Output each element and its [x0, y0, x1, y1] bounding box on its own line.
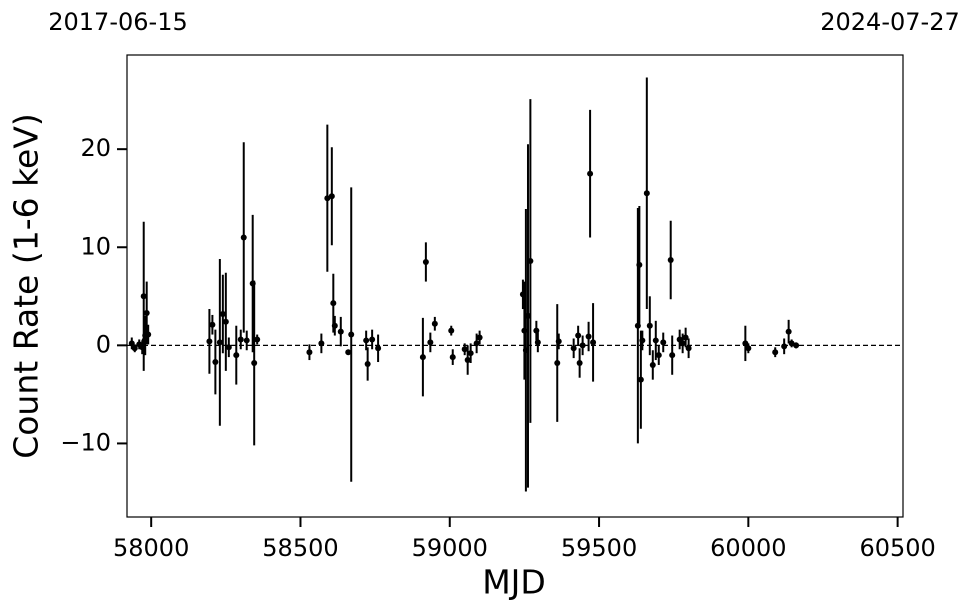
- data-point: [682, 334, 689, 341]
- y-tick-label: −10: [60, 428, 111, 456]
- data-point: [587, 170, 594, 177]
- data-point: [140, 293, 147, 300]
- x-tick-label: 60500: [859, 534, 935, 562]
- data-point: [679, 340, 686, 347]
- x-tick-label: 58500: [262, 534, 338, 562]
- x-tick-label: 60000: [710, 534, 786, 562]
- data-point: [555, 338, 562, 345]
- data-point: [216, 339, 223, 346]
- data-point: [585, 333, 592, 340]
- data-point: [254, 336, 261, 343]
- data-point: [464, 357, 471, 364]
- data-point: [337, 328, 344, 335]
- data-point: [685, 345, 692, 352]
- data-point: [209, 321, 216, 328]
- data-point: [206, 338, 213, 345]
- data-point: [669, 352, 676, 359]
- data-point: [781, 343, 788, 350]
- data-point: [222, 318, 229, 325]
- data-point: [331, 322, 338, 329]
- data-point: [667, 257, 674, 264]
- data-point: [785, 328, 792, 335]
- data-point: [233, 352, 240, 359]
- data-point: [369, 336, 376, 343]
- data-point: [363, 337, 370, 344]
- x-tick-label: 59000: [412, 534, 488, 562]
- data-point: [473, 340, 480, 347]
- top-left-label: 2017-06-15: [48, 8, 187, 36]
- x-tick-label: 58000: [113, 534, 189, 562]
- data-point: [742, 340, 749, 347]
- data-point: [639, 337, 646, 344]
- data-point: [652, 337, 659, 344]
- data-point: [637, 376, 644, 383]
- data-point: [212, 359, 219, 366]
- data-point: [575, 332, 582, 339]
- data-point: [145, 331, 152, 338]
- data-point: [467, 350, 474, 357]
- y-tick-label: 10: [80, 232, 111, 260]
- data-point: [364, 360, 371, 367]
- data-point: [649, 361, 656, 368]
- data-point: [646, 322, 653, 329]
- data-point: [324, 195, 331, 202]
- data-point: [128, 340, 135, 347]
- data-point: [240, 234, 247, 241]
- data-point: [655, 352, 662, 359]
- data-point: [243, 337, 250, 344]
- data-point: [788, 340, 795, 347]
- data-point: [427, 339, 434, 346]
- data-point: [422, 258, 429, 265]
- data-point: [554, 360, 561, 366]
- y-axis-label: Count Rate (1-6 keV): [7, 113, 46, 459]
- data-point: [745, 345, 752, 352]
- data-point: [225, 344, 232, 351]
- data-point: [660, 339, 667, 346]
- data-point: [131, 345, 138, 352]
- data-point: [576, 360, 583, 366]
- data-point: [772, 349, 779, 356]
- data-point: [237, 336, 244, 343]
- data-point: [318, 340, 325, 347]
- data-point: [345, 349, 352, 356]
- x-axis-label: MJD: [482, 563, 546, 602]
- data-point: [527, 257, 534, 264]
- data-point: [476, 334, 483, 341]
- data-point: [634, 322, 641, 329]
- data-point: [328, 193, 335, 200]
- y-tick-label: 20: [80, 134, 111, 162]
- data-point: [330, 300, 337, 307]
- data-point: [306, 349, 313, 356]
- data-point: [375, 345, 382, 352]
- data-point: [419, 354, 426, 361]
- data-point: [579, 342, 586, 349]
- data-point: [636, 261, 643, 268]
- top-right-label: 2024-07-27: [820, 8, 959, 36]
- data-point: [590, 339, 597, 346]
- data-point: [143, 309, 150, 316]
- data-point: [219, 310, 226, 317]
- data-point: [431, 320, 438, 327]
- data-point: [570, 345, 577, 352]
- data-point: [449, 354, 456, 361]
- data-point: [461, 346, 468, 353]
- data-point: [533, 327, 540, 334]
- data-point: [534, 339, 541, 346]
- plot-frame: [126, 54, 904, 518]
- data-point: [793, 342, 800, 349]
- x-tick-label: 59500: [561, 534, 637, 562]
- data-point: [251, 360, 258, 366]
- data-point: [348, 331, 355, 338]
- data-point: [448, 327, 455, 334]
- data-point: [643, 190, 650, 197]
- y-tick-label: 0: [96, 330, 111, 358]
